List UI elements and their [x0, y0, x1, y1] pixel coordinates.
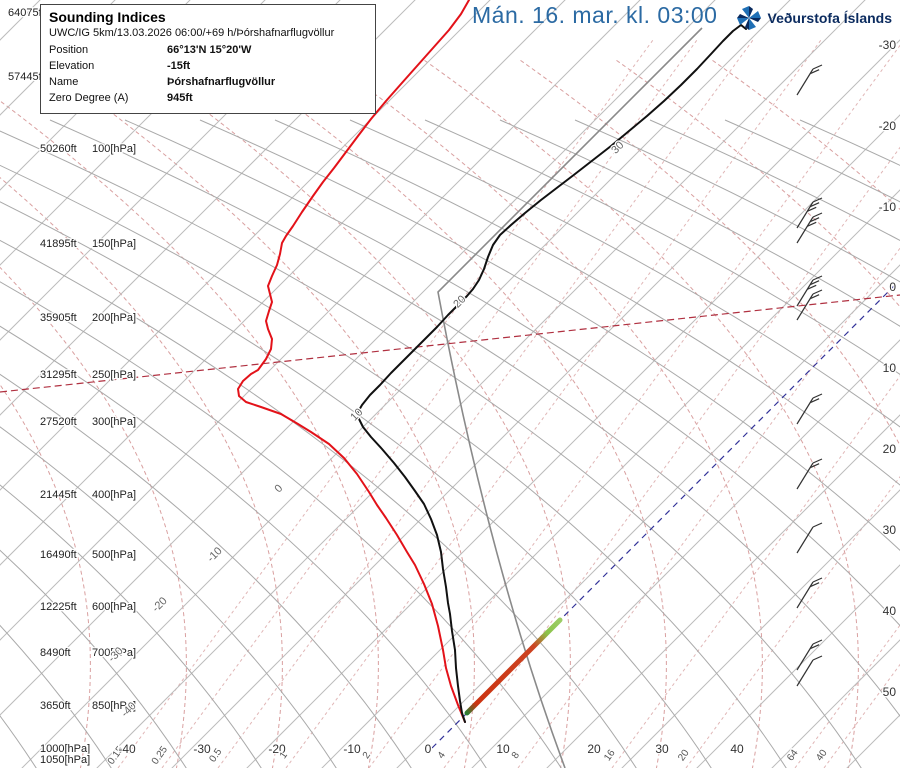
- svg-text:-20: -20: [150, 595, 170, 615]
- info-label-elevation: Elevation: [49, 59, 95, 72]
- parcel-cape-segment: [464, 617, 563, 716]
- svg-text:0: 0: [425, 742, 432, 756]
- standard-atmosphere-line: [437, 27, 703, 768]
- svg-text:1050[hPa]: 1050[hPa]: [40, 754, 90, 766]
- svg-text:10: 10: [496, 742, 510, 756]
- left-axis-labels: 64075ft 57445ft 50260ft 100[hPa] 41895ft 150[…: [7, 6, 138, 768]
- svg-text:850[hPa]: 850[hPa]: [92, 700, 136, 712]
- svg-text:35905ft: 35905ft: [40, 312, 77, 324]
- svg-text:31295ft: 31295ft: [40, 369, 77, 381]
- model-run-info: UWC/IG 5km/13.03.2026 06:00/+69 h/Þórsha…: [49, 27, 335, 39]
- svg-text:12225ft: 12225ft: [40, 601, 77, 613]
- info-label-zero-degree: Zero Degree (A): [49, 91, 129, 104]
- info-value-position: 66°13'N 15°20'W: [167, 44, 252, 56]
- svg-text:10: 10: [883, 361, 897, 375]
- svg-text:700[hPa]: 700[hPa]: [92, 647, 136, 659]
- pinwheel-logo-icon: [736, 6, 761, 30]
- svg-text:20: 20: [676, 747, 692, 763]
- svg-text:50: 50: [883, 685, 897, 699]
- dewpoint-curve: [237, 0, 470, 723]
- svg-text:20: 20: [883, 442, 897, 456]
- info-value-elevation: -15ft: [167, 59, 191, 72]
- info-label-position: Position: [49, 44, 89, 56]
- svg-text:64075ft: 64075ft: [8, 7, 45, 19]
- page-title: Mán. 16. mar. kl. 03:00: [472, 2, 718, 28]
- svg-text:-10: -10: [879, 200, 897, 214]
- wind-barbs: [796, 64, 823, 687]
- moist-adiabats: [0, 59, 900, 768]
- sounding-indices-panel: Sounding Indices UWC/IG 5km/13.03.2026 0…: [40, 4, 376, 114]
- svg-text:-30: -30: [879, 38, 897, 52]
- info-row-name: Name Þórshafnarflugvöllur: [49, 75, 367, 91]
- svg-text:1000[hPa]: 1000[hPa]: [40, 743, 90, 755]
- svg-text:8: 8: [510, 750, 522, 761]
- info-row-position: Position 66°13'N 15°20'W: [49, 43, 367, 59]
- info-row-zero-degree: Zero Degree (A) 945ft: [49, 91, 367, 107]
- svg-text:500[hPa]: 500[hPa]: [92, 549, 136, 561]
- svg-text:400[hPa]: 400[hPa]: [92, 489, 136, 501]
- svg-text:21445ft: 21445ft: [40, 489, 77, 501]
- svg-text:8490ft: 8490ft: [40, 647, 71, 659]
- svg-text:41895ft: 41895ft: [40, 238, 77, 250]
- svg-text:20: 20: [587, 742, 601, 756]
- svg-text:16: 16: [602, 747, 618, 763]
- right-axis-labels: -30 -20 -10 0 10 20 30 40 50: [877, 37, 897, 701]
- temperature-curve: [357, 24, 747, 723]
- svg-text:-20: -20: [879, 119, 897, 133]
- svg-text:200[hPa]: 200[hPa]: [92, 312, 136, 324]
- svg-text:50260ft: 50260ft: [40, 143, 77, 155]
- svg-text:2: 2: [361, 750, 373, 761]
- svg-text:0: 0: [272, 482, 285, 495]
- logo-text: Veðurstofa Íslands: [767, 10, 892, 26]
- info-value-name: Þórshafnarflugvöllur: [167, 75, 276, 88]
- svg-text:3650ft: 3650ft: [40, 700, 71, 712]
- info-row-elevation: Elevation -15ft: [49, 59, 367, 75]
- dry-adiabats: [0, 119, 900, 768]
- svg-text:-40: -40: [118, 742, 136, 756]
- svg-text:-10: -10: [343, 742, 361, 756]
- info-value-zero-degree: 945ft: [167, 91, 193, 104]
- svg-text:0: 0: [889, 280, 896, 294]
- svg-text:-20: -20: [268, 742, 286, 756]
- svg-text:600[hPa]: 600[hPa]: [92, 601, 136, 613]
- svg-text:57445ft: 57445ft: [8, 71, 45, 83]
- svg-text:40: 40: [883, 604, 897, 618]
- svg-text:16490ft: 16490ft: [40, 549, 77, 561]
- svg-text:0.25: 0.25: [150, 744, 170, 767]
- svg-text:100[hPa]: 100[hPa]: [92, 143, 136, 155]
- svg-text:27520ft: 27520ft: [40, 416, 77, 428]
- svg-text:250[hPa]: 250[hPa]: [92, 369, 136, 381]
- panel-title: Sounding Indices: [49, 9, 166, 25]
- svg-text:-30: -30: [193, 742, 211, 756]
- svg-text:150[hPa]: 150[hPa]: [92, 238, 136, 250]
- tropopause-line: [0, 294, 900, 393]
- svg-text:40: 40: [814, 747, 830, 763]
- vedurstofa-logo: Veðurstofa Íslands: [736, 5, 892, 31]
- svg-text:30: 30: [883, 523, 897, 537]
- svg-text:64: 64: [785, 747, 801, 763]
- svg-text:30: 30: [655, 742, 669, 756]
- svg-text:4: 4: [436, 750, 448, 761]
- info-label-name: Name: [49, 75, 79, 88]
- svg-text:40: 40: [730, 742, 744, 756]
- svg-text:300[hPa]: 300[hPa]: [92, 416, 136, 428]
